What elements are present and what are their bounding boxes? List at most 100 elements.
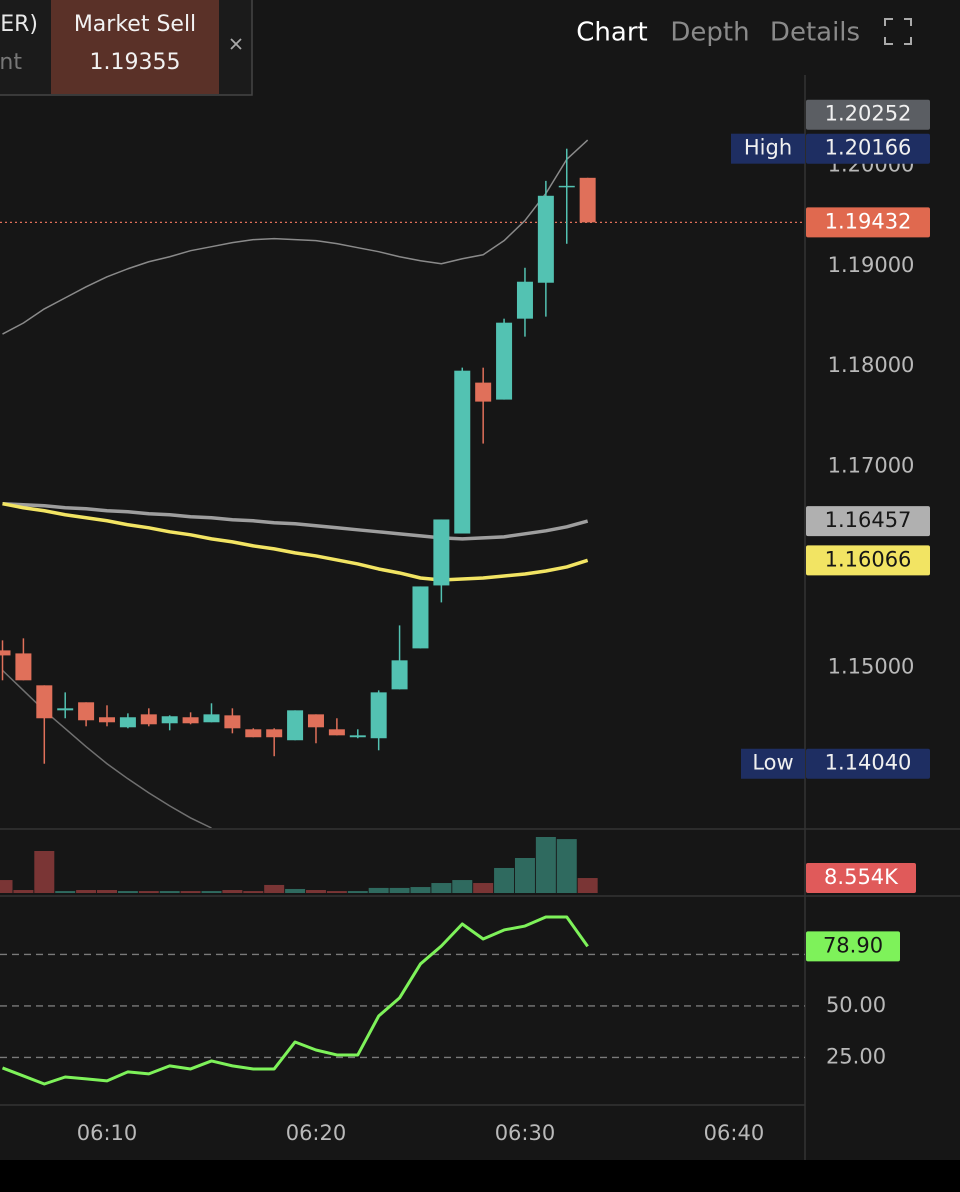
candle-body <box>496 322 513 400</box>
candle-body <box>161 716 178 724</box>
bottom-bar <box>0 1160 960 1192</box>
low-tag: 1.14040 <box>825 751 912 775</box>
rsi-tick-label: 50.00 <box>826 993 886 1017</box>
candle-body <box>119 717 136 728</box>
order-line2: nt <box>0 50 22 75</box>
volume-bar <box>159 891 180 893</box>
volume-bar <box>138 891 159 893</box>
volume-bar <box>577 878 598 893</box>
volume-bar <box>0 880 13 893</box>
ma-tag-bg <box>806 545 930 576</box>
market-sell-price: 1.19355 <box>90 50 181 75</box>
rsi-tag: 78.90 <box>823 933 883 957</box>
candle-body <box>349 735 366 738</box>
order-line1: ER) <box>0 12 38 37</box>
tab-depth[interactable]: Depth <box>670 18 749 48</box>
x-tick-label: 06:10 <box>77 1121 138 1145</box>
price-panel <box>0 139 805 828</box>
candle-body <box>57 708 74 711</box>
candle-body <box>475 382 492 402</box>
close-icon[interactable] <box>230 38 242 50</box>
tab-chart[interactable]: Chart <box>576 18 647 48</box>
candle-body <box>245 729 262 738</box>
candle-body <box>328 729 345 736</box>
candle-body <box>78 702 95 721</box>
low-text: Low <box>752 751 793 775</box>
volume-bar <box>514 858 535 893</box>
candle-body <box>203 714 220 723</box>
overlay-line <box>2 501 589 582</box>
market-sell-button[interactable] <box>51 0 219 94</box>
volume-tag-bg <box>806 863 916 894</box>
volume-bar <box>431 883 452 893</box>
candle-body <box>287 710 304 741</box>
x-tick-label: 06:30 <box>495 1121 556 1145</box>
rsi-panel <box>0 915 805 1086</box>
candle-body <box>433 519 450 586</box>
volume-tag: 8.554K <box>824 865 899 889</box>
candle-body <box>412 586 429 649</box>
last-price-tag-bg <box>806 207 930 238</box>
volume-bar <box>96 890 117 893</box>
candle-body <box>224 715 241 729</box>
high-text-bg <box>731 133 805 164</box>
volume-bar <box>76 890 97 893</box>
candle-body <box>370 692 387 739</box>
candle-body <box>307 714 324 728</box>
volume-bar <box>264 884 285 893</box>
candle-body <box>182 717 199 724</box>
volume-bar <box>201 891 222 893</box>
rsi-tick-label: 25.00 <box>826 1044 886 1068</box>
volume-bar <box>494 867 515 893</box>
tab-details[interactable]: Details <box>770 18 860 48</box>
fullscreen-icon[interactable] <box>884 18 912 45</box>
candle-body <box>391 660 408 690</box>
overlay-line <box>2 501 589 541</box>
candle-body <box>98 717 115 723</box>
volume-bar <box>34 851 55 893</box>
high-text: High <box>744 136 792 160</box>
candle-body <box>266 729 283 738</box>
volume-bar <box>473 883 494 893</box>
x-tick-label: 06:40 <box>704 1121 765 1145</box>
y-tick-label: 1.18000 <box>828 353 915 377</box>
candle-body <box>140 714 157 725</box>
volume-bar <box>556 839 577 893</box>
volume-bar <box>222 890 243 893</box>
volume-bar <box>180 891 201 893</box>
volume-bar <box>410 887 431 893</box>
y-tick-label: 1.17000 <box>828 454 915 478</box>
candle-body <box>15 653 32 681</box>
volume-bar <box>326 891 347 893</box>
y-tick-label: 1.15000 <box>828 654 915 678</box>
candle-body <box>516 281 533 319</box>
candle-body <box>558 185 575 188</box>
ma-tag-bg <box>806 506 930 537</box>
rsi-line <box>1 915 589 1086</box>
y-tick-label: 1.19000 <box>828 253 915 277</box>
volume-bar <box>535 837 556 893</box>
candle-body <box>579 177 596 223</box>
volume-bar <box>347 891 368 893</box>
volume-bar <box>389 887 410 893</box>
volume-bar <box>55 891 76 893</box>
low-text-bg <box>741 748 805 779</box>
volume-bar <box>305 890 326 893</box>
volume-bar <box>117 891 138 893</box>
volume-bar <box>13 890 34 893</box>
volume-bar <box>285 888 306 893</box>
ma-tag: 1.16066 <box>825 547 912 571</box>
candle-body <box>454 370 471 534</box>
high-tag-bg <box>806 133 930 164</box>
candle-body <box>36 685 53 719</box>
candle-body <box>0 650 11 656</box>
overlay-line <box>2 139 589 335</box>
band-tag: 1.20252 <box>825 102 912 126</box>
candle-body <box>537 195 554 283</box>
last-price-tag: 1.19432 <box>825 209 912 233</box>
ma-tag: 1.16457 <box>825 508 912 532</box>
